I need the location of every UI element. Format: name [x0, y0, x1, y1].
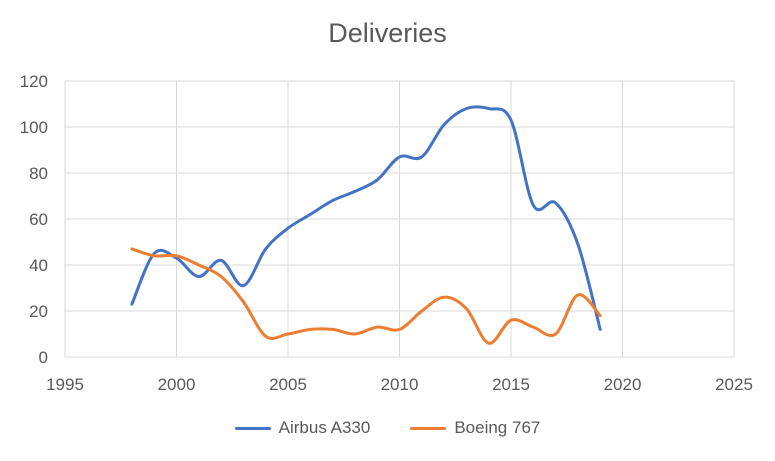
x-tick-label: 2020	[604, 375, 642, 394]
y-tick-label: 20	[29, 302, 48, 321]
legend-label-series-1: Airbus A330	[278, 418, 371, 437]
y-tick-label: 120	[20, 72, 48, 91]
y-tick-label: 60	[29, 210, 48, 229]
legend-swatch-series-1	[234, 426, 271, 430]
x-tick-label: 2000	[158, 375, 196, 394]
y-tick-label: 0	[39, 348, 48, 367]
series-line-1	[130, 105, 602, 331]
y-tick-label: 80	[29, 164, 48, 183]
x-tick-label: 2005	[269, 375, 307, 394]
chart-title: Deliveries	[328, 18, 447, 48]
x-tick-label: 2015	[492, 375, 530, 394]
series-line-2	[130, 247, 602, 345]
legend-swatch-series-2	[410, 426, 447, 430]
x-tick-label: 1995	[46, 375, 84, 394]
y-tick-label: 100	[20, 118, 48, 137]
x-tick-label: 2025	[715, 375, 753, 394]
legend-item-series-1: Airbus A330	[234, 418, 371, 438]
legend-label-series-2: Boeing 767	[454, 418, 541, 437]
legend: Airbus A330 Boeing 767	[0, 418, 775, 438]
x-tick-label: 2010	[381, 375, 419, 394]
y-tick-label: 40	[29, 256, 48, 275]
legend-item-series-2: Boeing 767	[410, 418, 540, 438]
